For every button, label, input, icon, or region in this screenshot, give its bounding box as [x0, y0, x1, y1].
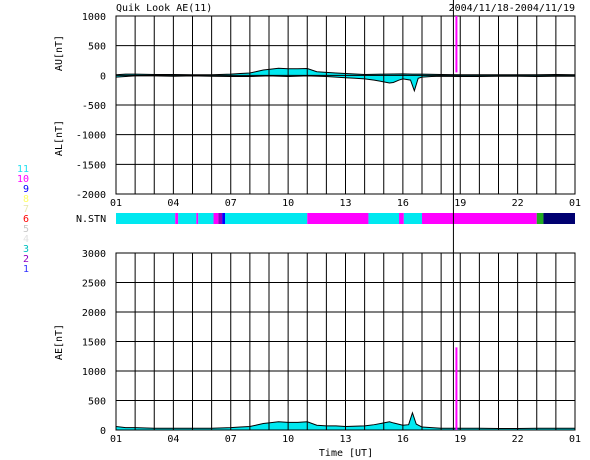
date-range: 2004/11/18-2004/11/19 — [449, 3, 575, 14]
station-segment — [307, 213, 369, 224]
x-tick-label: 13 — [339, 198, 351, 209]
x-tick-label: 01 — [569, 198, 581, 209]
x-tick-label: 13 — [339, 434, 351, 445]
station-segment — [536, 213, 544, 224]
x-tick-label: 01 — [110, 434, 122, 445]
y-tick-label: 1500 — [82, 338, 106, 349]
y-tick-label: 1000 — [82, 12, 106, 23]
plot-frame — [115, 15, 576, 195]
station-segment — [196, 213, 199, 224]
x-tick-label: 07 — [225, 198, 237, 209]
x-tick-label: 19 — [454, 434, 466, 445]
y-tick-label: 2500 — [82, 279, 106, 290]
plot-frame — [115, 252, 576, 431]
station-segment — [222, 213, 226, 224]
station-segment — [198, 213, 214, 224]
y-tick-label: 3000 — [82, 249, 106, 260]
chart-title: Quik Look AE(11) — [116, 3, 212, 14]
legend-station-5: 5 — [23, 224, 29, 235]
station-segment — [399, 213, 404, 224]
au-al-panel: 1000 500 0 -500 -1000 -1500 -2000 01 04 07 10 13 16 1… — [76, 12, 581, 209]
y-tick-label: -2000 — [76, 190, 106, 201]
station-segment — [422, 213, 537, 224]
y-tick-label: -1500 — [76, 160, 106, 171]
ae-axis-label: AE[nT] — [54, 324, 65, 360]
x-tick-label: 19 — [454, 198, 466, 209]
x-tick-label: 04 — [167, 198, 179, 209]
al-line — [115, 75, 575, 93]
au-line — [115, 67, 576, 76]
au-axis-label: AU[nT] — [54, 35, 65, 71]
x-tick-label: 01 — [569, 434, 581, 445]
legend-station-8: 8 — [23, 194, 29, 205]
x-tick-label: 16 — [397, 434, 409, 445]
y-tick-label: -1000 — [76, 131, 106, 142]
station-count-bar — [116, 213, 575, 224]
x-tick-label: 01 — [110, 198, 122, 209]
x-tick-label: 16 — [397, 198, 409, 209]
x-tick-label: 04 — [167, 434, 179, 445]
station-segment — [225, 213, 308, 224]
station-segment — [403, 213, 422, 224]
legend-station-2: 2 — [23, 254, 29, 265]
ae-panel: 3000 2500 2000 1500 1000 500 0 01 04 07 10 13 16 19 22… — [82, 249, 581, 445]
station-segment — [213, 213, 219, 224]
x-tick-label: 10 — [282, 434, 294, 445]
station-segment — [178, 213, 197, 224]
x-axis-label: Time [UT] — [319, 448, 373, 459]
al-axis-label: AL[nT] — [54, 120, 65, 156]
legend-station-10: 10 — [17, 174, 29, 185]
station-segment — [543, 213, 575, 224]
station-segment — [175, 213, 179, 224]
y-tick-label: 500 — [88, 397, 106, 408]
legend-station-11: 11 — [17, 164, 29, 175]
x-tick-label: 22 — [512, 198, 524, 209]
y-tick-label: 1000 — [82, 367, 106, 378]
y-tick-label: 2000 — [82, 308, 106, 319]
y-tick-label: 0 — [100, 426, 106, 437]
y-tick-label: 0 — [100, 71, 106, 82]
legend-station-9: 9 — [23, 184, 29, 195]
y-tick-label: 500 — [88, 42, 106, 53]
legend-station-6: 6 — [23, 214, 29, 225]
legend-station-1: 1 — [23, 264, 29, 275]
y-tick-label: -500 — [82, 101, 106, 112]
legend-station-4: 4 — [23, 234, 29, 245]
legend-station-3: 3 — [23, 244, 29, 255]
station-segment — [218, 213, 223, 224]
station-segment — [116, 213, 176, 224]
station-segment — [368, 213, 400, 224]
station-count-label: N.STN — [76, 214, 106, 225]
x-tick-label: 22 — [512, 434, 524, 445]
x-tick-label: 07 — [225, 434, 237, 445]
x-tick-label: 10 — [282, 198, 294, 209]
legend-station-7: 7 — [23, 204, 29, 215]
